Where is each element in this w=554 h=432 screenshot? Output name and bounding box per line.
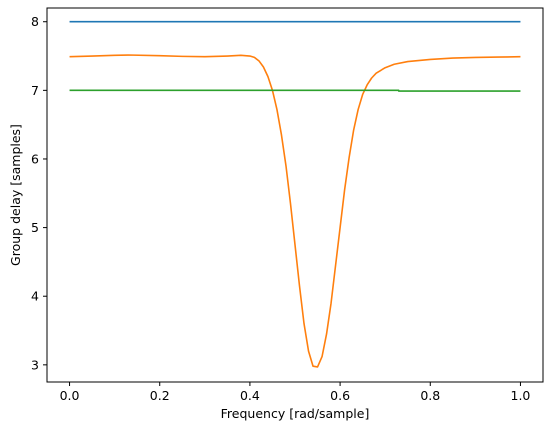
series-layer (69, 20, 521, 368)
x-tick-label: 1.0 (511, 388, 531, 403)
y-tick-label: 4 (31, 289, 39, 304)
x-axis-label: Frequency [rad/sample] (221, 406, 370, 421)
y-tick-label: 7 (31, 83, 39, 98)
x-tick-label: 0.6 (330, 388, 350, 403)
y-axis-label: Group delay [samples] (8, 124, 23, 266)
y-tick-label: 6 (31, 151, 39, 166)
series-line-2 (69, 54, 521, 368)
y-tick-label: 5 (31, 220, 39, 235)
x-tick-label: 0.2 (150, 388, 170, 403)
y-axis: 3 4 5 6 7 8 (31, 14, 47, 372)
y-tick-label: 8 (31, 14, 39, 29)
series-line-3 (69, 89, 521, 92)
y-tick-label: 3 (31, 357, 39, 372)
x-tick-label: 0.4 (240, 388, 260, 403)
x-tick-label: 0.8 (420, 388, 440, 403)
x-tick-label: 0.0 (60, 388, 80, 403)
plot-frame (46, 7, 544, 383)
x-axis: 0.0 0.2 0.4 0.6 0.8 1.0 (60, 382, 531, 403)
